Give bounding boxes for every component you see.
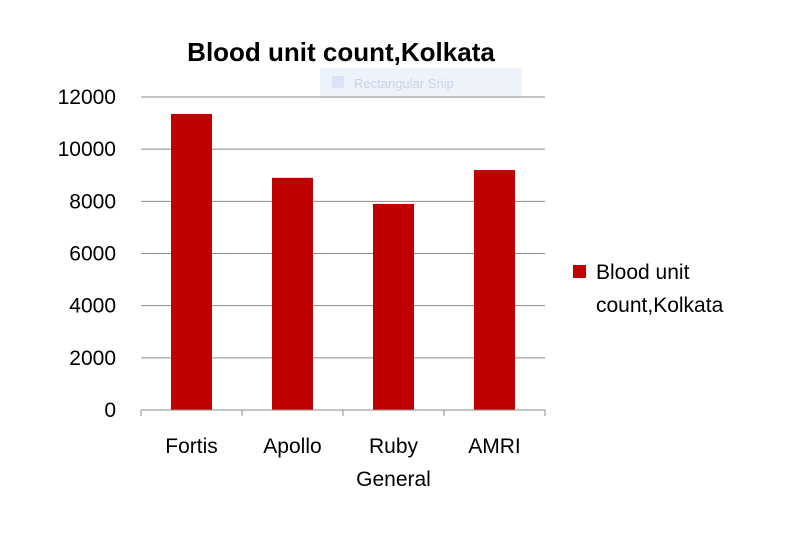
chart-title: Blood unit count,Kolkata [187,37,495,67]
x-tick-label: Apollo [263,435,321,458]
snip-overlay-icon [332,76,344,88]
x-axis [140,409,546,416]
bar [171,113,212,411]
y-tick-label: 12000 [58,86,116,109]
legend-label: Blood unit count,Kolkata [596,261,724,317]
y-tick-label: 0 [104,399,116,422]
y-axis-tick-labels: 0 2000 4000 6000 8000 10000 12000 [58,86,116,422]
y-tick-label: 8000 [69,190,116,213]
y-tick-label: 10000 [58,138,116,161]
x-tick-label: Ruby General [356,435,431,491]
x-axis-category-labels: Fortis Apollo Ruby General AMRI [165,435,521,491]
snip-overlay: Rectangular Snip [320,68,522,98]
x-tick-label: Fortis [165,435,218,458]
x-tick-label: AMRI [468,435,521,458]
y-tick-label: 4000 [69,295,116,318]
legend: Blood unit count,Kolkata [573,261,724,317]
y-tick-label: 6000 [69,243,116,266]
legend-swatch [573,265,586,278]
bar [272,177,313,410]
snip-overlay-box [320,68,522,98]
bars [171,113,515,411]
y-tick-label: 2000 [69,347,116,370]
snip-overlay-label: Rectangular Snip [354,76,454,91]
bar [474,170,515,410]
bar [373,203,414,410]
